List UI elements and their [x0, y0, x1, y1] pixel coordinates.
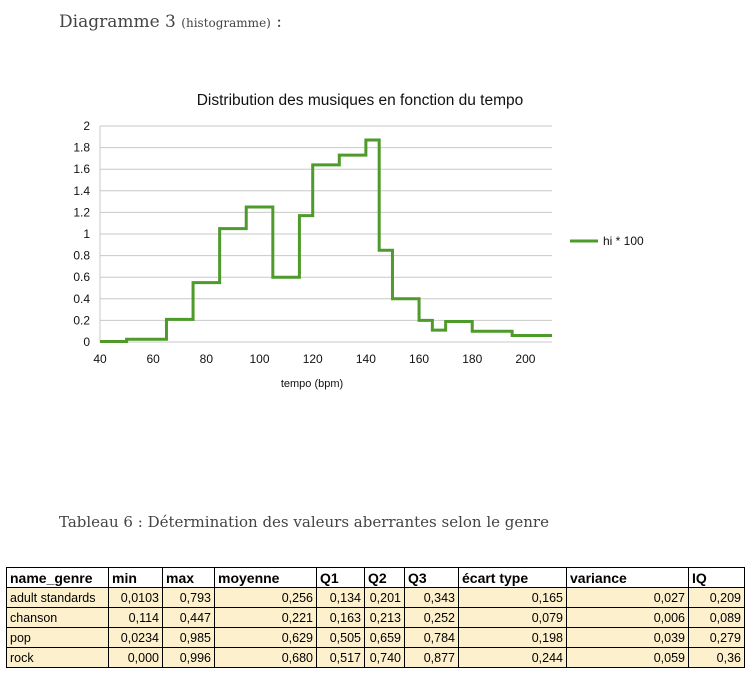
table-row: chanson 0,114 0,447 0,221 0,163 0,213 0,252 0,0…: [6, 607, 745, 628]
chart-grid: [99, 125, 552, 343]
value-cell: 0,0103: [108, 587, 163, 608]
y-tick-label: 0.4: [73, 292, 90, 306]
value-cell: 0,279: [688, 627, 745, 648]
outlier-table: name_genre min max moyenne Q1 Q2 Q3 écart type v…: [6, 567, 745, 668]
value-cell: 0,36: [688, 647, 745, 668]
x-tick-label: 40: [93, 352, 107, 366]
table-row: adult standards 0,0103 0,793 0,256 0,134 0,20…: [6, 587, 745, 608]
y-tick-label: 0.6: [73, 270, 90, 284]
value-cell: 0,163: [316, 607, 365, 628]
value-cell: 0,027: [566, 587, 689, 608]
genre-name-cell: chanson: [6, 607, 109, 628]
figure-caption-main: Diagramme 3: [59, 12, 176, 32]
value-cell: 0,740: [364, 647, 405, 668]
table-body: adult standards 0,0103 0,793 0,256 0,134 0,20…: [6, 587, 745, 668]
value-cell: 0,198: [458, 627, 567, 648]
value-cell: 0,114: [108, 607, 163, 628]
y-tick-label: 0: [83, 335, 90, 349]
chart-title: Distribution des musiques en fonction du…: [197, 92, 524, 109]
value-cell: 0,659: [364, 627, 405, 648]
value-cell: 0,244: [458, 647, 567, 668]
table-caption: Tableau 6 : Détermination des valeurs ab…: [59, 513, 549, 531]
value-cell: 0,256: [214, 587, 317, 608]
genre-name-cell: adult standards: [6, 587, 109, 608]
value-cell: 0,505: [316, 627, 365, 648]
figure-caption-sub: (histogramme): [181, 16, 271, 30]
tempo-histogram-chart: Distribution des musiques en fonction du…: [73, 92, 644, 390]
chart-series: [100, 138, 552, 343]
table-header-row: name_genre min max moyenne Q1 Q2 Q3 écart type v…: [6, 567, 745, 588]
y-tick-label: 0.2: [73, 313, 90, 327]
table-row: pop 0,0234 0,985 0,629 0,505 0,659 0,784 0,198 0…: [6, 627, 745, 648]
table-header-cell: Q2: [364, 567, 405, 588]
x-tick-label: 80: [200, 352, 214, 366]
y-tick-label: 1.4: [73, 184, 90, 198]
table-header-cell: IQ: [688, 567, 745, 588]
value-cell: 0,877: [404, 647, 459, 668]
value-cell: 0,000: [108, 647, 163, 668]
x-tick-label: 100: [250, 352, 270, 366]
x-axis-ticks: 40 60 80 100 120 140 160 180 200: [93, 352, 535, 366]
value-cell: 0,629: [214, 627, 317, 648]
y-axis-ticks: 0 0.2 0.4 0.6 0.8 1 1.2 1.4 1.6 1.8 2: [73, 119, 90, 349]
y-tick-label: 2: [83, 119, 90, 133]
x-tick-label: 160: [409, 352, 429, 366]
value-cell: 0,221: [214, 607, 317, 628]
value-cell: 0,006: [566, 607, 689, 628]
table-header-cell: max: [162, 567, 215, 588]
value-cell: 0,985: [162, 627, 215, 648]
table-header-cell: écart type: [458, 567, 567, 588]
table-header-cell: Q3: [404, 567, 459, 588]
table-header-cell: Q1: [316, 567, 365, 588]
genre-name-cell: pop: [6, 627, 109, 648]
x-tick-label: 200: [515, 352, 535, 366]
table-header-cell: name_genre: [6, 567, 109, 588]
y-tick-label: 1.6: [73, 162, 90, 176]
figure-caption: Diagramme 3 (histogramme) :: [59, 12, 282, 32]
series-line: [100, 138, 552, 343]
value-cell: 0,793: [162, 587, 215, 608]
chart-legend: hi * 100: [570, 234, 644, 248]
figure-caption-suffix: :: [270, 12, 282, 32]
value-cell: 0,784: [404, 627, 459, 648]
value-cell: 0,996: [162, 647, 215, 668]
table-header-cell: moyenne: [214, 567, 317, 588]
y-tick-label: 1: [83, 227, 90, 241]
table-row: rock 0,000 0,996 0,680 0,517 0,740 0,877 0,244 0…: [6, 647, 745, 668]
value-cell: 0,213: [364, 607, 405, 628]
value-cell: 0,201: [364, 587, 405, 608]
value-cell: 0,059: [566, 647, 689, 668]
value-cell: 0,165: [458, 587, 567, 608]
x-tick-label: 120: [303, 352, 323, 366]
x-axis-label: tempo (bpm): [281, 378, 343, 390]
value-cell: 0,517: [316, 647, 365, 668]
x-tick-label: 60: [146, 352, 160, 366]
value-cell: 0,039: [566, 627, 689, 648]
table-header-cell: variance: [566, 567, 689, 588]
x-tick-label: 140: [356, 352, 376, 366]
y-tick-label: 0.8: [73, 249, 90, 263]
value-cell: 0,343: [404, 587, 459, 608]
value-cell: 0,134: [316, 587, 365, 608]
value-cell: 0,079: [458, 607, 567, 628]
genre-name-cell: rock: [6, 647, 109, 668]
y-tick-label: 1.2: [73, 205, 90, 219]
value-cell: 0,680: [214, 647, 317, 668]
value-cell: 0,252: [404, 607, 459, 628]
legend-label: hi * 100: [603, 234, 644, 248]
y-tick-label: 1.8: [73, 141, 90, 155]
value-cell: 0,209: [688, 587, 745, 608]
table-header-cell: min: [108, 567, 163, 588]
value-cell: 0,447: [162, 607, 215, 628]
value-cell: 0,089: [688, 607, 745, 628]
value-cell: 0,0234: [108, 627, 163, 648]
x-tick-label: 180: [462, 352, 482, 366]
